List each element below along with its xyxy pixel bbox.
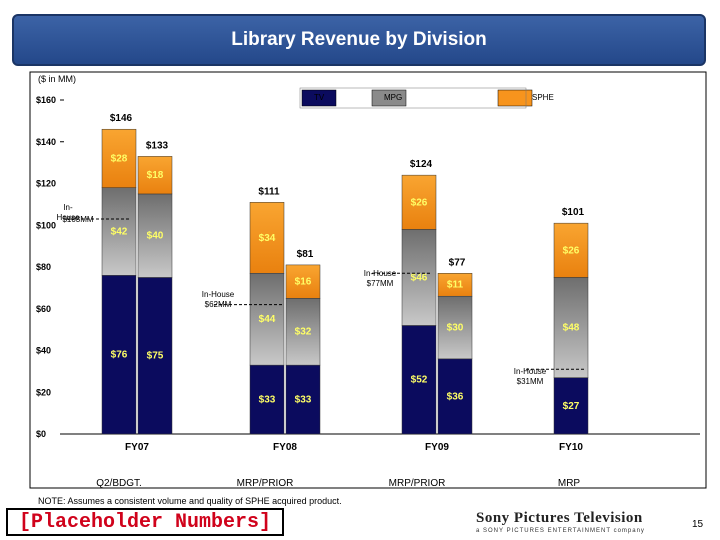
- annotation-value: $77MM: [367, 279, 394, 288]
- legend-swatch-mpg: [371, 89, 407, 107]
- bar-segment-tv: [437, 358, 473, 435]
- data-label-tv: $36: [447, 391, 464, 402]
- bar-segment-mpg: [553, 277, 589, 378]
- y-tick-label: $120: [36, 179, 56, 189]
- bar-segment-sphe: [285, 264, 321, 299]
- legend-label-tv: TV: [314, 93, 325, 102]
- legend-label-mpg: MPG: [384, 93, 402, 102]
- footnote: NOTE: Assumes a consistent volume and qu…: [38, 496, 342, 506]
- data-label-mpg: $44: [259, 314, 276, 325]
- bar-segment-sphe: [101, 128, 137, 188]
- bar-segment-tv: [401, 325, 437, 435]
- unit-label: ($ in MM): [38, 74, 76, 84]
- data-label-tv: $33: [259, 395, 276, 406]
- bar-segment-sphe: [137, 156, 173, 195]
- scenario-label: MRP/PRIOR: [237, 478, 294, 489]
- bar-total-label: $133: [146, 140, 169, 151]
- y-tick-label: $0: [36, 429, 46, 439]
- bar-segment-mpg: [249, 273, 285, 366]
- y-tick-label: $60: [36, 304, 51, 314]
- scenario-label: Q2/BDGT.: [96, 478, 142, 489]
- y-tick-label: $160: [36, 95, 56, 105]
- annotation-text: In-House: [514, 367, 547, 376]
- data-label-sphe: $26: [411, 197, 428, 208]
- bar-total-label: $146: [110, 113, 133, 124]
- y-tick-label: $140: [36, 137, 56, 147]
- logo-sub-text: a SONY PICTURES ENTERTAINMENT company: [476, 528, 645, 534]
- data-label-mpg: $48: [563, 323, 580, 334]
- bar-total-label: $81: [297, 249, 314, 260]
- bar-segment-mpg: [401, 229, 437, 326]
- y-tick-label: $100: [36, 220, 56, 230]
- annotation-value: $31MM: [517, 377, 544, 386]
- y-tick-label: $20: [36, 387, 51, 397]
- bar-segment-sphe: [553, 222, 589, 278]
- data-label-tv: $76: [111, 350, 128, 361]
- title-bar: Library Revenue by Division: [12, 14, 706, 66]
- x-tick-label: FY08: [273, 442, 297, 453]
- x-tick-label: FY09: [425, 442, 449, 453]
- data-label-sphe: $11: [447, 280, 464, 291]
- bar-total-label: $77: [449, 257, 466, 268]
- data-label-mpg: $42: [111, 227, 128, 238]
- bar-segment-tv: [553, 377, 589, 435]
- bar-total-label: $111: [258, 186, 280, 197]
- data-label-sphe: $16: [295, 277, 312, 288]
- bar-segment-sphe: [249, 202, 285, 274]
- legend-label-sphe: SPHE: [532, 93, 554, 102]
- bar-segment-tv: [285, 364, 321, 435]
- data-label-sphe: $34: [259, 233, 276, 244]
- annotation-text: House: [56, 213, 80, 222]
- placeholder-stamp: [Placeholder Numbers]: [6, 508, 284, 536]
- data-label-tv: $27: [563, 401, 580, 412]
- legend-box: [299, 87, 527, 109]
- data-label-tv: $75: [147, 351, 164, 362]
- legend-swatch-tv: [301, 89, 337, 107]
- annotation-value: $62MM: [205, 300, 232, 309]
- data-label-tv: $52: [411, 375, 428, 386]
- bar-segment-mpg: [437, 295, 473, 360]
- data-label-mpg: $46: [411, 272, 428, 283]
- data-label-mpg: $30: [447, 323, 464, 334]
- data-label-mpg: $32: [295, 327, 312, 338]
- legend-swatch-sphe: [497, 89, 533, 107]
- scenario-label: MRP/PRIOR: [389, 478, 446, 489]
- data-label-sphe: $26: [563, 245, 580, 256]
- bar-total-label: $124: [410, 159, 433, 170]
- y-tick-label: $80: [36, 262, 51, 272]
- slide-title: Library Revenue by Division: [231, 29, 487, 50]
- bar-segment-mpg: [285, 298, 321, 366]
- company-logo: Sony Pictures Television a SONY PICTURES…: [476, 510, 676, 538]
- data-label-tv: $33: [295, 395, 312, 406]
- scenario-label: MRP: [558, 478, 581, 489]
- bar-segment-tv: [137, 277, 173, 435]
- bar-segment-sphe: [437, 273, 473, 297]
- page-number: 15: [692, 519, 704, 530]
- annotation-text: In-: [63, 203, 73, 212]
- data-label-sphe: $28: [111, 153, 128, 164]
- bar-total-label: $101: [562, 207, 585, 218]
- x-tick-label: FY07: [125, 442, 149, 453]
- bar-segment-sphe: [401, 174, 437, 230]
- annotation-text: In-House: [364, 269, 397, 278]
- data-label-sphe: $18: [147, 170, 164, 181]
- placeholder-text: [Placeholder Numbers]: [18, 510, 272, 534]
- data-label-mpg: $40: [147, 231, 164, 242]
- y-tick-label: $40: [36, 346, 51, 356]
- x-tick-label: FY10: [559, 442, 583, 453]
- annotation-text: In-House: [202, 290, 235, 299]
- logo-main-text: Sony Pictures Television: [476, 510, 643, 526]
- bar-segment-mpg: [137, 193, 173, 278]
